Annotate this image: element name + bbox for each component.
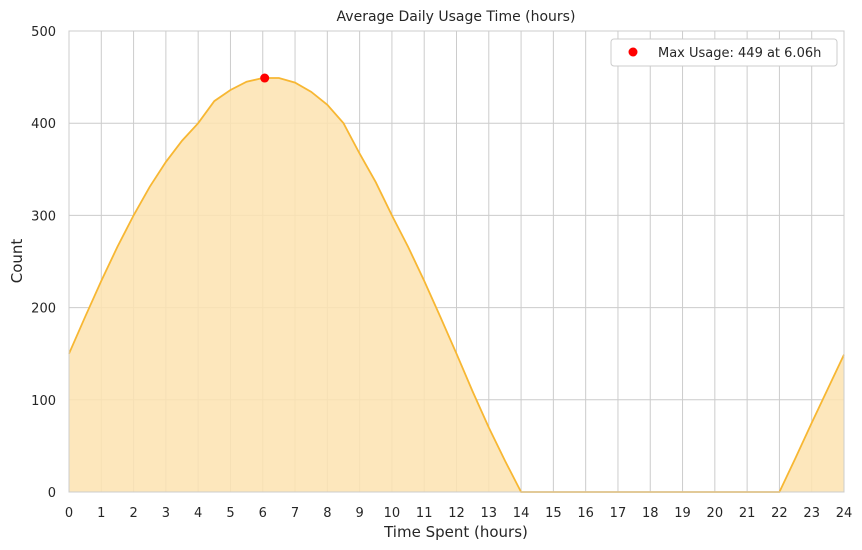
legend-label: Max Usage: 449 at 6.06h — [658, 46, 821, 61]
legend-box — [610, 38, 838, 67]
y-axis-title: Count — [8, 239, 26, 284]
x-tick-label: 6 — [259, 506, 267, 521]
y-tick-label: 400 — [31, 117, 56, 132]
y-tick-labels: 0 100 200 300 400 500 — [31, 25, 56, 501]
x-tick-label: 2 — [129, 506, 137, 521]
x-tick-label: 23 — [803, 506, 820, 521]
y-tick-label: 200 — [31, 302, 56, 317]
x-tick-label: 21 — [739, 506, 756, 521]
x-tick-label: 18 — [642, 506, 659, 521]
x-tick-label: 14 — [513, 506, 530, 521]
legend: Max Usage: 449 at 6.06h — [610, 38, 838, 67]
x-tick-label: 10 — [384, 506, 401, 521]
x-tick-label: 1 — [97, 506, 105, 521]
x-tick-label: 11 — [416, 506, 433, 521]
x-tick-label: 0 — [65, 506, 73, 521]
x-tick-label: 4 — [194, 506, 202, 521]
legend-marker — [628, 47, 638, 57]
y-tick-label: 300 — [31, 209, 56, 224]
x-tick-label: 17 — [610, 506, 627, 521]
chart-title: Average Daily Usage Time (hours) — [337, 9, 576, 25]
max-usage-point — [260, 73, 270, 83]
x-tick-label: 19 — [674, 506, 691, 521]
x-axis-title: Time Spent (hours) — [383, 523, 528, 541]
y-tick-label: 500 — [31, 25, 56, 40]
x-tick-label: 12 — [448, 506, 465, 521]
usage-area-fill — [69, 78, 844, 493]
x-tick-label: 15 — [545, 506, 562, 521]
y-tick-label: 100 — [31, 394, 56, 409]
x-tick-label: 3 — [162, 506, 170, 521]
x-tick-labels: 0 1 2 3 4 5 6 7 8 9 10 11 12 13 14 15 16 17 18 19 20 21 22 23 24 — [65, 506, 852, 521]
x-tick-label: 5 — [226, 506, 234, 521]
x-tick-label: 24 — [836, 506, 853, 521]
x-tick-label: 22 — [771, 506, 788, 521]
plot-frame — [68, 30, 845, 493]
x-tick-label: 13 — [481, 506, 498, 521]
x-tick-label: 8 — [323, 506, 331, 521]
y-tick-label: 0 — [48, 486, 56, 501]
x-tick-label: 20 — [707, 506, 724, 521]
x-tick-label: 9 — [355, 506, 363, 521]
x-tick-label: 16 — [577, 506, 594, 521]
x-tick-label: 7 — [291, 506, 299, 521]
